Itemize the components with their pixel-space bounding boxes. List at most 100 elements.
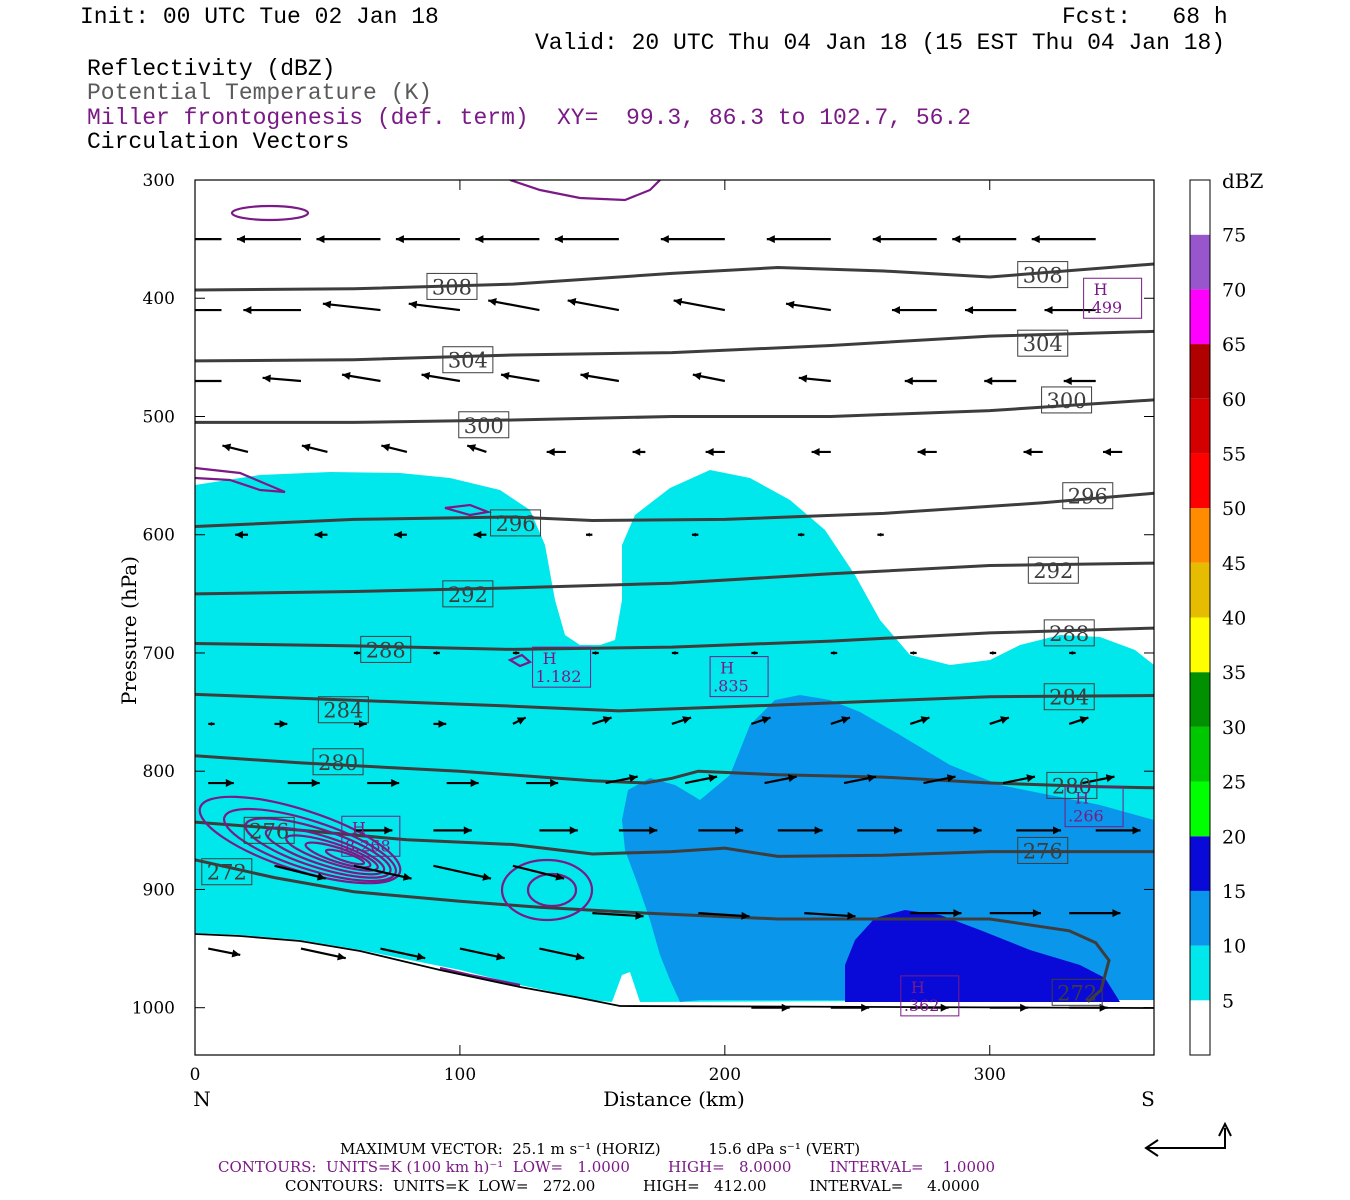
theta-label: 272: [207, 861, 247, 885]
circulation-vector-head: [314, 530, 323, 539]
colorbar-level-label: 35: [1222, 662, 1246, 684]
frontogenesis-contour: [195, 466, 286, 494]
circulation-vector-head: [787, 774, 797, 783]
circulation-vector-head: [391, 779, 400, 788]
colorbar-level-label: 45: [1222, 553, 1246, 575]
theta-contours: [195, 262, 1154, 1003]
frontogenesis-contour: [324, 848, 366, 866]
circulation-vector-head: [1000, 716, 1009, 724]
frontogenesis-high-letter: H: [1075, 789, 1089, 808]
circulation-vector-head: [1079, 716, 1089, 724]
frontogenesis-high-letter: H: [543, 649, 557, 668]
circulation-vector-head: [496, 952, 505, 961]
circulation-vector: [512, 864, 565, 880]
circulation-vector-head: [585, 532, 590, 537]
circulation-vector-head: [602, 716, 612, 724]
circulation-vector-head: [798, 374, 808, 383]
frontogenesis-contour: [304, 841, 372, 869]
circulation-vector: [353, 864, 412, 880]
reflectivity-10dbz-region: [622, 695, 1154, 1002]
frontogenesis-high-value: .835: [713, 677, 749, 696]
circulation-vectors: [177, 235, 1141, 1012]
theta-label-box: [1017, 329, 1069, 357]
circulation-vector-head: [222, 443, 232, 452]
frontogenesis-high-box: [900, 975, 960, 1017]
circulation-vector-head: [555, 872, 565, 881]
circulation-vector-head: [575, 952, 585, 961]
circulation-vector-head: [708, 774, 718, 783]
circulation-vector-head: [891, 306, 900, 315]
y-tick-label: 700: [143, 644, 175, 664]
theta-label-box: [317, 696, 369, 724]
colorbar-level-label: 70: [1222, 279, 1246, 301]
theta-label: 296: [496, 512, 536, 536]
field-circulation-vectors: Circulation Vectors: [87, 129, 350, 155]
circulation-vector-head: [877, 532, 882, 537]
cross-section-endpoints: XY= 99.3, 86.3 to 102.7, 56.2: [557, 105, 972, 131]
circulation-vector-head: [682, 716, 692, 724]
circulation-vector-head: [567, 298, 577, 306]
circulation-vector-head: [953, 909, 962, 918]
frontogenesis-contour: [222, 807, 398, 883]
theta-contour-300: [195, 398, 1154, 424]
colorbar-swatch: [1190, 508, 1210, 563]
colorbar-swatch: [1190, 672, 1210, 727]
frontogenesis-contour: [526, 872, 578, 908]
colorbar-frame: [1189, 179, 1211, 1056]
colorbar-swatch: [1190, 344, 1210, 399]
colorbar-swatch: [1190, 945, 1210, 1001]
theta-label-box: [442, 346, 494, 374]
theta-label-box: [1041, 386, 1093, 414]
colorbar-title: dBZ: [1222, 169, 1264, 193]
circulation-vector-head: [279, 720, 288, 728]
circulation-vector-head: [316, 235, 325, 244]
circulation-vector-head: [569, 826, 578, 835]
circulation-vector-head: [797, 532, 802, 537]
circulation-vector-head: [811, 447, 820, 456]
circulation-vector-head: [416, 952, 426, 961]
theta-label: 292: [448, 583, 488, 607]
circulation-vector-head: [766, 235, 775, 244]
frontogenesis-high-box: [709, 656, 769, 698]
terrain-surface-line: [194, 933, 1155, 1009]
circulation-vector-head: [402, 872, 412, 881]
theta-label-box: [426, 272, 478, 300]
circulation-vector-head: [735, 826, 744, 835]
theta-label-box: [490, 509, 542, 537]
frontogenesis-contour: [439, 966, 521, 987]
circulation-vector-head: [1105, 774, 1115, 783]
theta-label-box: [458, 411, 510, 439]
theta-label: 300: [464, 414, 504, 438]
reflectivity-15dbz-region: [845, 910, 1120, 1002]
theta-label: 276: [249, 819, 289, 843]
circulation-vector: [804, 912, 856, 918]
circulation-vector-head: [847, 911, 856, 920]
circulation-vector-head: [674, 651, 679, 655]
theta-label: 304: [1023, 332, 1063, 356]
theta-label-box: [442, 580, 494, 608]
circulation-vector-head: [741, 911, 750, 920]
circulation-vector-head: [554, 235, 563, 244]
circulation-vector-head: [1023, 447, 1032, 456]
x-tick-label: 300: [974, 1065, 1006, 1085]
circulation-vector-head: [992, 651, 997, 655]
field-reflectivity: Reflectivity (dBZ): [87, 56, 336, 82]
colorbar-level-label: 75: [1222, 225, 1246, 247]
circulation-vector-head: [1063, 377, 1072, 386]
circulation-vector: [274, 864, 326, 880]
frontogenesis-contour: [507, 653, 533, 668]
colorbar-level-label: 55: [1222, 443, 1246, 465]
circulation-vector-head: [177, 377, 185, 385]
circulation-vector-head: [488, 298, 497, 306]
circulation-vector: [322, 302, 381, 312]
y-tick-label: 600: [143, 526, 175, 546]
frontogenesis-high-value: .362: [904, 996, 940, 1015]
circulation-vector-head: [660, 235, 669, 244]
colorbar-level-label: 60: [1222, 389, 1246, 411]
colorbar-level-label: 10: [1222, 936, 1246, 958]
colorbar-swatch: [1190, 890, 1210, 946]
theta-contour-272: [195, 858, 1111, 1003]
circulation-vector-head: [1044, 306, 1053, 315]
colorbar-swatch: [1190, 180, 1210, 235]
